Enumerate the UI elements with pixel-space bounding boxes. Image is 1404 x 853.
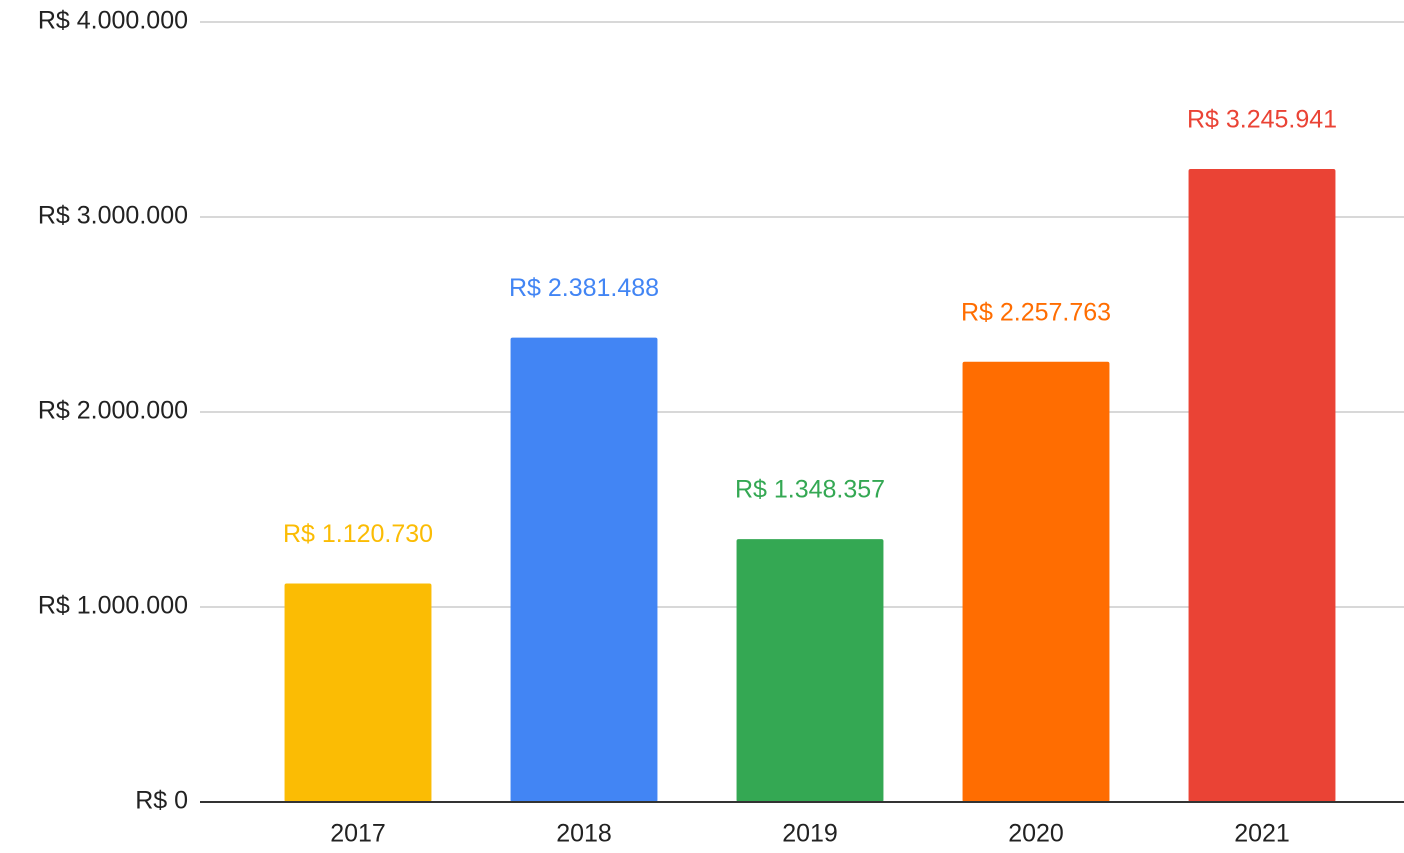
value-label: R$ 3.245.941 — [1187, 106, 1337, 134]
bar — [1188, 169, 1336, 802]
x-tick-label: 2018 — [556, 820, 612, 848]
y-tick-label: R$ 4.000.000 — [38, 7, 188, 35]
bar — [510, 337, 658, 802]
x-tick-label: 2017 — [330, 820, 386, 848]
value-label: R$ 1.348.357 — [735, 476, 885, 504]
bar — [962, 361, 1110, 802]
value-label: R$ 2.381.488 — [509, 274, 659, 302]
y-tick-label: R$ 2.000.000 — [38, 397, 188, 425]
y-tick-label: R$ 0 — [135, 787, 188, 815]
x-tick-label: 2019 — [782, 820, 838, 848]
bar — [736, 539, 884, 802]
value-label: R$ 1.120.730 — [283, 520, 433, 548]
y-tick-label: R$ 1.000.000 — [38, 592, 188, 620]
x-tick-label: 2020 — [1008, 820, 1064, 848]
value-label: R$ 2.257.763 — [961, 298, 1111, 326]
y-tick-label: R$ 3.000.000 — [38, 202, 188, 230]
x-tick-label: 2021 — [1234, 820, 1290, 848]
bar — [284, 583, 432, 802]
